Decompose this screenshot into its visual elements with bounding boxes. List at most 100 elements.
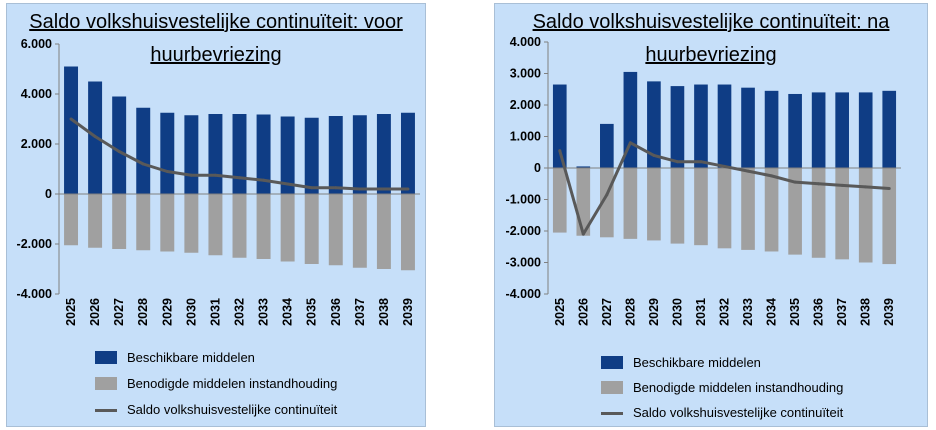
- bar-beschikbare-middelen: [882, 90, 897, 168]
- x-tick-label: 2036: [812, 298, 826, 326]
- bar-benodigde-middelen: [764, 168, 779, 252]
- bar-benodigde-middelen: [184, 194, 199, 253]
- point-saldo-continuiteit: [310, 186, 314, 190]
- x-tick-label: 2028: [623, 298, 637, 326]
- bar-benodigde-middelen: [694, 168, 708, 246]
- legend-label: Benodigde middelen instandhouding: [633, 380, 844, 395]
- point-saldo-continuiteit: [746, 169, 750, 173]
- bar-benodigde-middelen: [741, 168, 755, 250]
- x-tick-label: 2037: [353, 298, 367, 326]
- point-saldo-continuiteit: [723, 164, 726, 168]
- legend-label: Beschikbare middelen: [633, 355, 761, 370]
- bar-beschikbare-middelen: [647, 81, 661, 168]
- legend-label: Saldo volkshuisvestelijke continuïteit: [127, 402, 338, 417]
- point-saldo-continuiteit: [93, 135, 97, 138]
- bar-beschikbare-middelen: [694, 84, 708, 168]
- bar-benodigde-middelen: [835, 168, 849, 260]
- bar-beschikbare-middelen: [256, 114, 271, 194]
- point-saldo-continuiteit: [213, 173, 217, 177]
- point-saldo-continuiteit: [69, 117, 73, 121]
- bar-benodigde-middelen: [280, 194, 295, 262]
- y-tick-label: -2.000: [506, 224, 541, 238]
- legend-left: Beschikbare middelen Benodigde middelen …: [95, 349, 415, 419]
- legend-label: Saldo volkshuisvestelijke continuïteit: [633, 405, 844, 420]
- bar-beschikbare-middelen: [788, 93, 802, 168]
- point-saldo-continuiteit: [286, 182, 290, 186]
- y-tick-label: -4.000: [17, 287, 52, 301]
- legend-swatch-gray: [95, 377, 117, 390]
- bar-beschikbare-middelen: [64, 66, 79, 194]
- x-tick-label: 2036: [329, 298, 343, 326]
- x-tick-label: 2038: [859, 298, 873, 326]
- point-saldo-continuiteit: [817, 182, 821, 186]
- bar-beschikbare-middelen: [208, 114, 223, 194]
- legend-swatch-blue: [601, 356, 623, 369]
- bar-benodigde-middelen: [647, 168, 661, 241]
- y-tick-label: 2.000: [21, 137, 52, 151]
- x-tick-label: 2027: [112, 298, 126, 326]
- bar-beschikbare-middelen: [112, 96, 127, 194]
- bar-benodigde-middelen: [112, 194, 127, 249]
- point-saldo-continuiteit: [558, 149, 562, 153]
- bar-benodigde-middelen: [811, 168, 826, 258]
- legend-swatch-blue: [95, 351, 117, 364]
- y-tick-label: -1.000: [506, 193, 541, 207]
- x-tick-label: 2038: [377, 298, 391, 326]
- point-saldo-continuiteit: [581, 232, 585, 236]
- x-tick-label: 2028: [136, 298, 150, 326]
- legend-line-swatch: [95, 409, 117, 412]
- bar-benodigde-middelen: [328, 194, 343, 266]
- bar-beschikbare-middelen: [376, 114, 391, 194]
- bar-beschikbare-middelen: [576, 166, 591, 168]
- bar-beschikbare-middelen: [136, 107, 151, 194]
- point-saldo-continuiteit: [406, 187, 410, 191]
- chart-title-left-line1: Saldo volkshuisvestelijke continuïteit: …: [29, 11, 403, 33]
- bar-beschikbare-middelen: [858, 92, 873, 168]
- bar-benodigde-middelen: [552, 168, 567, 233]
- bar-benodigde-middelen: [304, 194, 319, 264]
- y-tick-label: -2.000: [17, 237, 52, 251]
- point-saldo-continuiteit: [262, 178, 266, 182]
- bar-benodigde-middelen: [64, 194, 79, 246]
- legend-line-swatch: [601, 412, 623, 415]
- chart-title-right-line1: Saldo volkshuisvestelijke continuïteit: …: [532, 11, 890, 33]
- x-tick-label: 2035: [305, 298, 319, 326]
- point-saldo-continuiteit: [189, 173, 193, 177]
- point-saldo-continuiteit: [793, 180, 797, 184]
- bar-benodigde-middelen: [232, 194, 247, 258]
- x-tick-label: 2039: [401, 298, 415, 326]
- bar-beschikbare-middelen: [552, 84, 567, 168]
- point-saldo-continuiteit: [652, 153, 656, 157]
- y-tick-label: -3.000: [506, 256, 541, 270]
- chart-plot-left: 6.000 4.000 2.000 0 -2.000 -4.000 2025 2026 2027…: [17, 37, 420, 326]
- x-tick-label: 2039: [882, 298, 896, 326]
- x-tick-label: 2033: [741, 298, 755, 326]
- bar-beschikbare-middelen: [400, 112, 415, 194]
- x-tick-label: 2037: [835, 298, 849, 326]
- chart-plot-right: 4.000 3.000 2.000 1.000 0 -1.000 -2.000 -3.000 -…: [506, 35, 901, 326]
- x-tick-label: 2031: [694, 298, 708, 326]
- point-saldo-continuiteit: [141, 162, 145, 166]
- point-saldo-continuiteit: [238, 176, 241, 180]
- bar-beschikbare-middelen: [811, 92, 826, 168]
- point-saldo-continuiteit: [165, 170, 169, 173]
- y-tick-label: 4.000: [510, 35, 541, 49]
- point-saldo-continuiteit: [675, 160, 679, 164]
- bar-beschikbare-middelen: [304, 117, 319, 194]
- chart-title-left: Saldo volkshuisvestelijke continuïteit: …: [7, 6, 425, 72]
- bar-beschikbare-middelen: [184, 115, 199, 194]
- legend-label: Benodigde middelen instandhouding: [127, 376, 338, 391]
- bar-benodigde-middelen: [160, 194, 175, 252]
- bar-beschikbare-middelen: [764, 90, 779, 168]
- chart-title-left-line2: huurbevriezing: [150, 44, 282, 66]
- y-tick-label: 0: [534, 161, 541, 175]
- bar-beschikbare-middelen: [835, 92, 849, 168]
- bar-benodigde-middelen: [670, 168, 685, 244]
- point-saldo-continuiteit: [887, 186, 891, 190]
- x-tick-label: 2032: [233, 298, 247, 326]
- x-tick-label: 2030: [184, 298, 198, 326]
- chart-title-right-line2: huurbevriezing: [645, 44, 777, 66]
- bar-benodigde-middelen: [88, 194, 103, 248]
- bar-beschikbare-middelen: [741, 87, 755, 168]
- bar-beschikbare-middelen: [232, 114, 247, 194]
